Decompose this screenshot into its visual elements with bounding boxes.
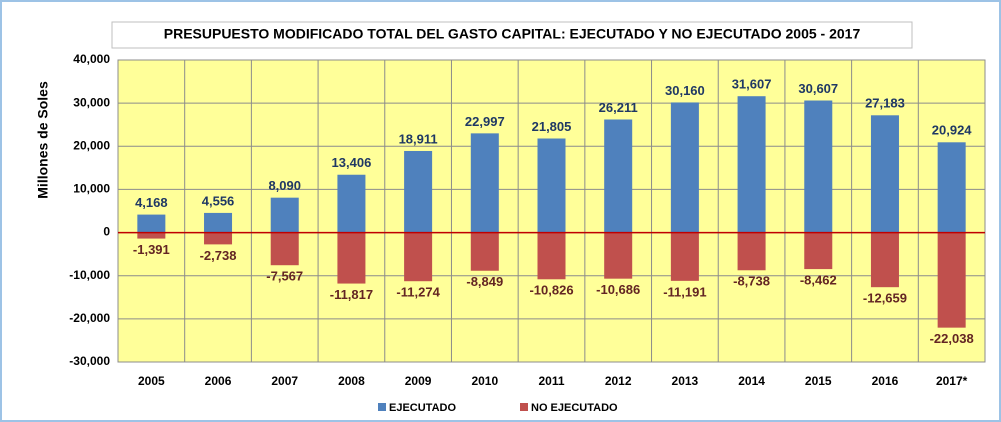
- bar: [270, 197, 299, 233]
- value-label: 21,805: [532, 119, 572, 134]
- bar: [537, 138, 566, 233]
- x-tick-label: 2007: [271, 374, 298, 388]
- bar: [404, 150, 433, 233]
- bar: [670, 232, 699, 281]
- legend-swatch: [378, 403, 386, 411]
- x-tick-label: 2010: [471, 374, 498, 388]
- y-tick-label: -30,000: [69, 354, 110, 368]
- value-label: -10,826: [529, 283, 573, 298]
- x-tick-label: 2016: [872, 374, 899, 388]
- bar: [270, 232, 299, 266]
- value-label: -11,274: [396, 285, 440, 300]
- x-tick-label: 2014: [738, 374, 765, 388]
- bar: [870, 115, 899, 233]
- bar: [604, 232, 633, 279]
- x-tick-label: 2005: [138, 374, 165, 388]
- value-label: 26,211: [599, 100, 638, 115]
- chart-title: PRESUPUESTO MODIFICADO TOTAL DEL GASTO C…: [164, 26, 861, 42]
- y-tick-label: 0: [103, 225, 110, 239]
- bar: [337, 174, 366, 233]
- bar: [737, 232, 766, 271]
- bar: [404, 232, 433, 282]
- value-label: -22,038: [930, 331, 974, 346]
- y-tick-label: 30,000: [73, 95, 110, 109]
- x-tick-label: 2013: [672, 374, 699, 388]
- x-tick-label: 2009: [405, 374, 432, 388]
- value-label: -12,659: [863, 291, 907, 306]
- bar: [470, 232, 499, 271]
- value-label: 13,406: [332, 155, 372, 170]
- value-label: -1,391: [133, 242, 170, 257]
- value-label: 4,168: [135, 195, 168, 210]
- bar: [137, 232, 166, 239]
- bar: [737, 96, 766, 233]
- value-label: 27,183: [865, 96, 905, 111]
- bar: [537, 232, 566, 280]
- legend-label: EJECUTADO: [389, 402, 456, 414]
- x-tick-label: 2015: [805, 374, 832, 388]
- legend-swatch: [520, 403, 528, 411]
- value-label: -11,817: [330, 287, 373, 302]
- value-label: 20,924: [932, 123, 973, 138]
- y-tick-label: 40,000: [73, 52, 110, 66]
- bar: [937, 232, 966, 328]
- y-axis-label: Millones de Soles: [35, 81, 51, 199]
- value-label: -8,849: [466, 274, 503, 289]
- y-tick-label: 10,000: [73, 182, 110, 196]
- bar: [204, 212, 233, 233]
- x-tick-label: 2008: [338, 374, 365, 388]
- bar: [670, 102, 699, 233]
- value-label: -8,462: [800, 273, 837, 288]
- bar: [804, 100, 833, 233]
- x-tick-label: 2006: [205, 374, 232, 388]
- value-label: 31,607: [732, 77, 772, 92]
- value-label: -2,738: [200, 248, 237, 263]
- y-tick-label: 20,000: [73, 138, 110, 152]
- legend-label: NO EJECUTADO: [531, 402, 618, 414]
- value-label: 18,911: [399, 131, 438, 146]
- title-box: [111, 21, 913, 49]
- value-label: 30,160: [665, 83, 705, 98]
- x-tick-label: 2012: [605, 374, 632, 388]
- value-label: 8,090: [268, 178, 301, 193]
- value-label: -10,686: [596, 282, 640, 297]
- bar: [937, 142, 966, 233]
- x-tick-label: 2017*: [936, 374, 968, 388]
- value-label: -11,191: [663, 284, 706, 299]
- value-label: -7,567: [266, 269, 303, 284]
- bar: [204, 232, 233, 245]
- value-label: 22,997: [465, 114, 505, 129]
- value-label: -8,738: [733, 274, 770, 289]
- bar: [470, 133, 499, 233]
- x-tick-label: 2011: [538, 374, 564, 388]
- y-tick-label: -10,000: [69, 268, 110, 282]
- value-label: 30,607: [798, 81, 838, 96]
- bar: [137, 214, 166, 233]
- value-label: 4,556: [202, 193, 235, 208]
- bar: [604, 119, 633, 233]
- y-tick-label: -20,000: [69, 311, 110, 325]
- bar: [804, 232, 833, 270]
- bar: [870, 232, 899, 288]
- bar: [337, 232, 366, 284]
